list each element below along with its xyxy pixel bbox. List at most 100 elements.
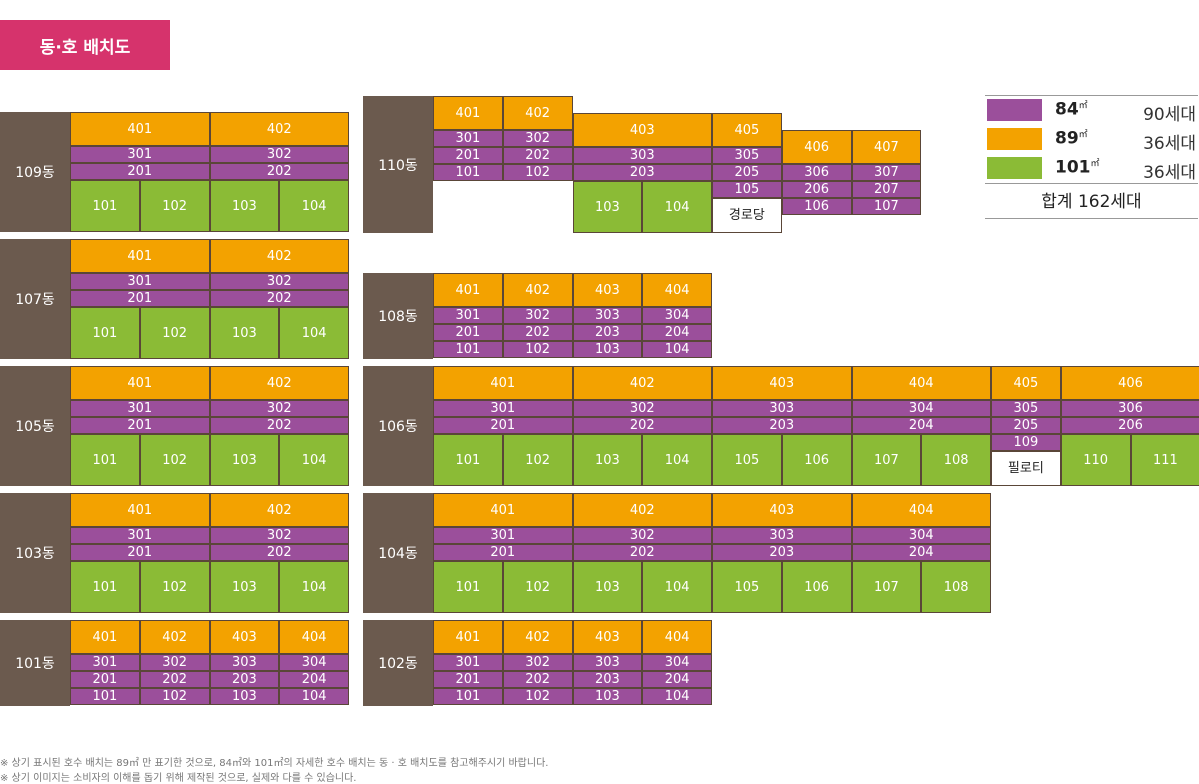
unit-84: 202	[503, 324, 573, 341]
unit-84: 101	[70, 688, 140, 705]
unit-101: 105	[712, 561, 782, 613]
unit-101: 102	[140, 180, 210, 232]
building-label: 104동	[363, 493, 433, 613]
unit-101: 104	[279, 307, 349, 359]
legend-total: 합계 162세대	[985, 187, 1198, 212]
unit-89: 407	[852, 130, 922, 164]
unit-84: 301	[70, 527, 210, 544]
unit-84: 302	[210, 400, 350, 417]
unit-84: 102	[503, 688, 573, 705]
unit-101: 108	[921, 561, 991, 613]
unit-89: 402	[210, 239, 350, 273]
unit-101: 107	[852, 434, 922, 486]
unit-84: 109	[991, 434, 1061, 451]
unit-84: 303	[573, 654, 643, 671]
unit-89: 402	[140, 620, 210, 654]
unit-89: 406	[782, 130, 852, 164]
unit-89: 401	[70, 112, 210, 146]
unit-101: 101	[70, 434, 140, 486]
unit-101: 108	[921, 434, 991, 486]
legend-divider	[985, 218, 1198, 219]
unit-101: 102	[140, 561, 210, 613]
unit-101: 107	[852, 561, 922, 613]
unit-84: 301	[433, 654, 503, 671]
unit-89: 401	[433, 620, 503, 654]
unit-84: 102	[140, 688, 210, 705]
unit-84: 301	[433, 130, 503, 147]
unit-101: 106	[782, 434, 852, 486]
unit-101: 101	[433, 561, 503, 613]
unit-89: 404	[642, 620, 712, 654]
legend: 84㎡ 90세대 89㎡ 36세대 101㎡ 36세대 합계 162세대	[985, 95, 1198, 182]
unit-84: 304	[642, 654, 712, 671]
unit-84: 204	[642, 671, 712, 688]
unit-84: 304	[642, 307, 712, 324]
unit-84: 302	[503, 654, 573, 671]
unit-84: 202	[573, 417, 713, 434]
unit-101: 101	[433, 434, 503, 486]
unit-101: 105	[712, 434, 782, 486]
unit-101: 103	[210, 307, 280, 359]
unit-89: 402	[210, 493, 350, 527]
legend-divider	[985, 183, 1198, 184]
unit-84: 303	[573, 147, 713, 164]
unit-84: 201	[70, 544, 210, 561]
unit-101: 101	[70, 561, 140, 613]
unit-84: 302	[503, 130, 573, 147]
unit-101: 106	[782, 561, 852, 613]
unit-89: 403	[712, 366, 852, 400]
unit-89: 404	[852, 366, 992, 400]
legend-area: 101㎡	[1055, 156, 1100, 178]
unit-101: 104	[279, 561, 349, 613]
unit-89: 404	[279, 620, 349, 654]
unit-84: 105	[712, 181, 782, 198]
unit-101: 104	[642, 434, 712, 486]
unit-84: 203	[210, 671, 280, 688]
unit-84: 301	[70, 654, 140, 671]
legend-area: 84㎡	[1055, 98, 1088, 120]
legend-count: 36세대	[1143, 158, 1196, 183]
unit-89: 401	[433, 366, 573, 400]
unit-84: 302	[210, 527, 350, 544]
unit-84: 201	[433, 671, 503, 688]
unit-84: 305	[712, 147, 782, 164]
unit-84: 201	[433, 544, 573, 561]
unit-89: 401	[70, 493, 210, 527]
unit-84: 203	[573, 324, 643, 341]
footnote: ※ 상기 이미지는 소비자의 이해를 돕기 위해 제작된 것으로, 실제와 다를…	[0, 769, 356, 784]
unit-84: 204	[642, 324, 712, 341]
unit-84: 302	[503, 307, 573, 324]
unit-84: 203	[712, 417, 852, 434]
unit-84: 302	[140, 654, 210, 671]
unit-89: 406	[1061, 366, 1199, 400]
unit-84: 301	[70, 146, 210, 163]
unit-84: 201	[70, 417, 210, 434]
unit-84: 301	[433, 307, 503, 324]
unit-84: 306	[1061, 400, 1199, 417]
unit-84: 207	[852, 181, 922, 198]
unit-84: 106	[782, 198, 852, 215]
unit-101: 110	[1061, 434, 1131, 486]
legend-count: 90세대	[1143, 100, 1196, 125]
unit-84: 202	[210, 417, 350, 434]
unit-84: 104	[642, 341, 712, 358]
unit-84: 202	[573, 544, 713, 561]
unit-84: 202	[140, 671, 210, 688]
unit-101: 102	[140, 434, 210, 486]
unit-84: 205	[712, 164, 782, 181]
unit-84: 301	[433, 527, 573, 544]
unit-84: 307	[852, 164, 922, 181]
unit-84: 302	[210, 273, 350, 290]
unit-101: 104	[279, 180, 349, 232]
unit-84: 303	[573, 307, 643, 324]
unit-89: 404	[642, 273, 712, 307]
unit-84: 201	[433, 324, 503, 341]
unit-84: 301	[433, 400, 573, 417]
building-label: 107동	[0, 239, 70, 359]
unit-84: 301	[70, 400, 210, 417]
building-label: 103동	[0, 493, 70, 613]
unit-101: 111	[1131, 434, 1199, 486]
legend-swatch-orange	[987, 128, 1042, 150]
legend-row-89: 89㎡ 36세대	[985, 124, 1198, 153]
unit-84: 201	[433, 147, 503, 164]
